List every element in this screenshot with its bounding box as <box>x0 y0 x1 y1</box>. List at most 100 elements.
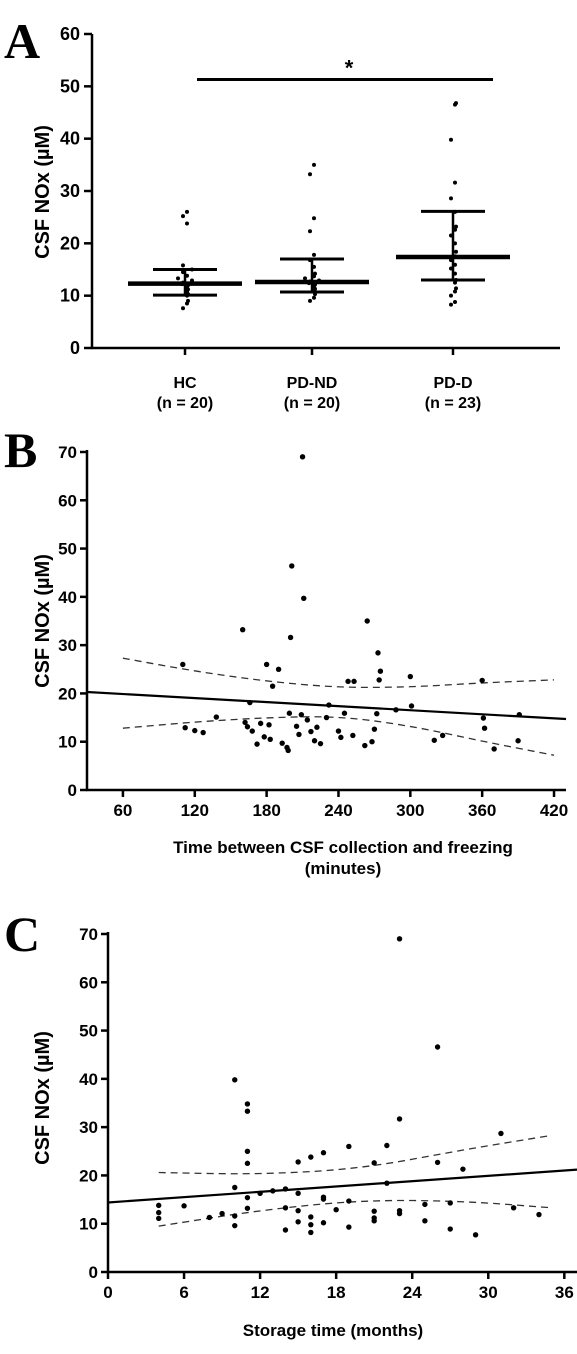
panel-c-data-point <box>156 1215 162 1222</box>
panel-c-y-tick-label: 0 <box>89 1263 98 1282</box>
panel-a-data-point <box>454 101 458 106</box>
panel-b-x-axis-label-line1: Time between CSF collection and freezing <box>173 838 513 857</box>
panel-b: B CSF NOx (µM) Time between CSF collecti… <box>4 422 568 878</box>
panel-c-data-point <box>244 1101 251 1107</box>
panel-c-y-tick-label: 20 <box>79 1166 98 1185</box>
panel-b-x-tick-label: 300 <box>396 801 424 820</box>
panel-c-data-point <box>422 1201 428 1208</box>
panel-c-data-point <box>371 1218 377 1224</box>
panel-a-y-axis-label: CSF NOx (µM) <box>32 125 54 259</box>
panel-b-data-point <box>481 725 488 731</box>
panel-b-data-point <box>431 737 437 743</box>
panel-c-data-point <box>156 1202 162 1209</box>
panel-a-category-n-label: (n = 20) <box>284 395 340 412</box>
panel-c-data-point <box>396 1116 403 1122</box>
panel-b-x-tick-label: 120 <box>181 801 209 820</box>
panel-b-ci-lower <box>122 716 555 756</box>
panel-c-data-point <box>308 1221 314 1228</box>
panel-a-data-point <box>308 172 312 177</box>
panel-c-data-point <box>181 1203 187 1209</box>
panel-c-y-tick-label: 60 <box>79 973 98 992</box>
panel-c-data-point <box>257 1190 263 1196</box>
panel-b-data-point <box>351 678 357 685</box>
panel-a-data-point <box>449 137 453 142</box>
panel-b-data-point <box>338 734 344 741</box>
panel-b-data-point <box>374 711 380 717</box>
panel-a-data-point <box>181 263 185 268</box>
panel-b-data-point <box>289 563 295 569</box>
panel-b-y-tick-label: 0 <box>68 781 77 800</box>
panel-c-y-tick-label: 30 <box>79 1118 98 1137</box>
panel-c-y-tick-label: 50 <box>79 1022 98 1041</box>
panel-b-y-tick-label: 70 <box>58 443 77 462</box>
panel-b-data-point <box>239 626 246 633</box>
panel-a-category-label: PD-D <box>433 375 472 392</box>
panel-b-data-point <box>249 728 255 734</box>
panel-b-data-point <box>247 699 253 706</box>
panel-b-data-point <box>369 739 375 745</box>
panel-b-data-point <box>480 715 487 721</box>
panel-a-data-point <box>308 229 312 234</box>
panel-b-x-tick-label: 420 <box>540 801 568 820</box>
panel-b-y-axis-label: CSF NOx (µM) <box>32 554 54 688</box>
panel-a-data-point <box>453 299 457 304</box>
panel-c-ci-upper <box>158 1134 552 1175</box>
panel-c-data-point <box>396 936 403 942</box>
panel-b-data-point <box>293 723 300 729</box>
panel-c-data-point <box>244 1160 251 1167</box>
panel-c-data-point <box>295 1159 301 1165</box>
panel-b-y-tick-label: 50 <box>58 540 77 559</box>
panel-c-ci-lower <box>158 1199 552 1227</box>
panel-c-x-tick-label: 18 <box>327 1283 346 1302</box>
panel-b-data-point <box>244 724 251 730</box>
panel-b-data-point <box>407 673 414 680</box>
panel-b-data-point <box>371 726 378 732</box>
panel-b-data-point <box>317 740 324 747</box>
panel-c-data-point <box>308 1154 314 1160</box>
panel-a-y-tick-label: 20 <box>60 233 80 253</box>
panel-c-data-point <box>282 1186 289 1192</box>
panel-label-c: C <box>4 906 40 962</box>
panel-c-data-point <box>536 1211 542 1218</box>
panel-a-data-point <box>185 221 189 226</box>
panel-c-data-point <box>232 1213 238 1219</box>
panel-c-data-point <box>320 1150 327 1156</box>
panel-c-data-point <box>434 1044 441 1050</box>
panel-a-category-label: PD-ND <box>287 375 338 392</box>
panel-b-data-point <box>341 710 348 716</box>
panel-a-data-point <box>181 306 185 311</box>
panel-c-data-point <box>447 1226 453 1232</box>
panel-b-y-tick-label: 40 <box>58 588 77 607</box>
panel-c-data-point <box>232 1077 238 1083</box>
panel-c-data-point <box>510 1205 517 1211</box>
panel-a-data-point <box>454 286 458 291</box>
panel-a-data-point <box>181 214 185 219</box>
panel-b-data-point <box>377 668 384 674</box>
panel-b-y-tick-label: 60 <box>58 491 77 510</box>
panel-a-y-tick-label: 40 <box>60 129 80 149</box>
panel-c-data-point <box>371 1160 377 1166</box>
panel-c-data-point <box>498 1130 504 1137</box>
panel-c-data-point <box>232 1184 238 1191</box>
panel-c-data-point <box>282 1227 289 1233</box>
panel-b-data-point <box>375 650 381 656</box>
panel-c-x-axis-label: Storage time (months) <box>243 1321 423 1340</box>
panel-b-y-tick-label: 20 <box>58 684 77 703</box>
panel-c-x-tick-label: 12 <box>251 1283 270 1302</box>
panel-a-category-n-label: (n = 20) <box>157 395 213 412</box>
panel-c-data-point <box>346 1224 352 1230</box>
panel-a-category-label: HC <box>173 375 197 392</box>
panel-c-data-point <box>384 1180 390 1186</box>
panel-a-data-point <box>308 298 312 303</box>
panel-a-y-tick-label: 50 <box>60 76 80 96</box>
panel-c-data-point <box>320 1196 327 1202</box>
panel-a-data-point <box>185 209 189 214</box>
panel-c-data-point <box>244 1148 251 1154</box>
panel-c-data-point <box>460 1166 466 1172</box>
panel-a-data-point <box>312 252 316 257</box>
panel-c-x-tick-label: 36 <box>555 1283 574 1302</box>
panel-b-data-point <box>350 732 356 739</box>
panel-b-data-point <box>335 728 342 734</box>
panel-c-y-axis-label: CSF NOx (µM) <box>32 1031 54 1165</box>
panel-c-x-tick-label: 6 <box>179 1283 188 1302</box>
